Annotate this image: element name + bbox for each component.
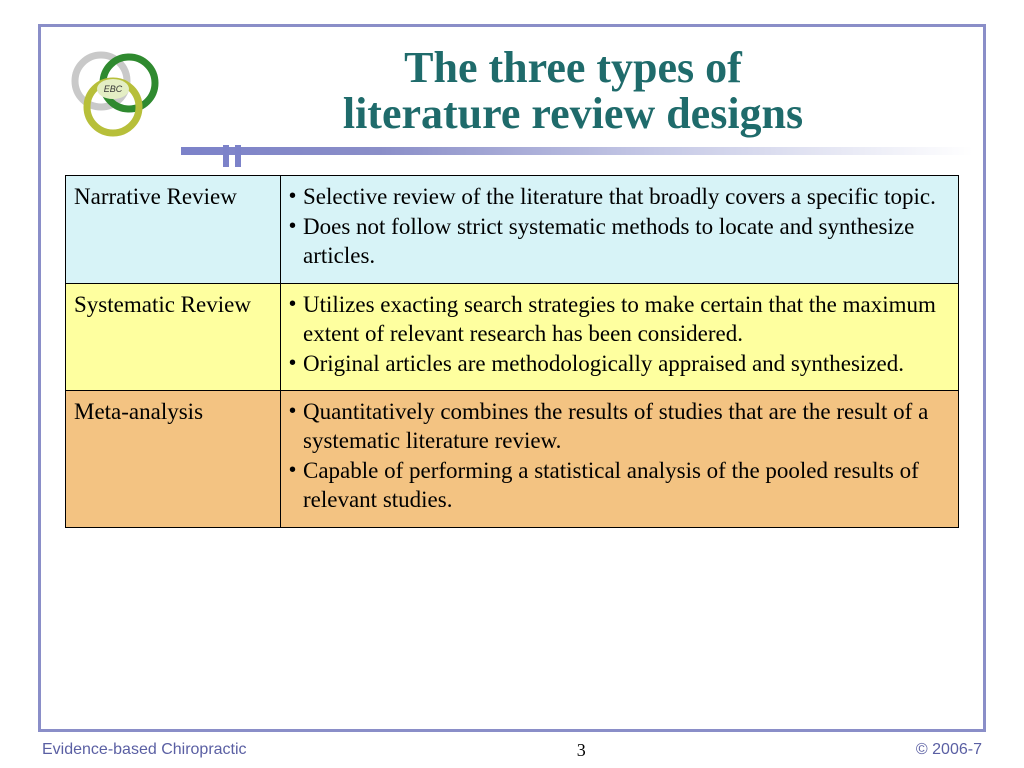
bullet-icon: • — [289, 397, 303, 456]
bullet-item: •Capable of performing a statistical ana… — [289, 456, 950, 515]
row-label: Meta-analysis — [66, 391, 281, 528]
bullet-text: Selective review of the literature that … — [303, 182, 950, 211]
title-line-1: The three types of — [404, 43, 742, 92]
footer-right: © 2006-7 — [916, 741, 982, 759]
bullet-item: •Does not follow strict systematic metho… — [289, 212, 950, 271]
title-line-2: literature review designs — [343, 89, 803, 138]
bullet-icon: • — [289, 456, 303, 515]
title-area: The three types of literature review des… — [187, 45, 959, 161]
slide-title: The three types of literature review des… — [187, 45, 959, 147]
footer-left: Evidence-based Chiropractic — [42, 741, 247, 759]
table-row: Systematic Review•Utilizes exacting sear… — [66, 283, 959, 390]
bullet-item: •Original articles are methodologically … — [289, 349, 950, 378]
row-description: •Quantitatively combines the results of … — [281, 391, 959, 528]
bullet-icon: • — [289, 182, 303, 211]
bullet-item: •Quantitatively combines the results of … — [289, 397, 950, 456]
row-description: •Utilizes exacting search strategies to … — [281, 283, 959, 390]
table-body: Narrative Review•Selective review of the… — [66, 176, 959, 527]
title-tick-2 — [235, 145, 241, 167]
title-underline — [181, 147, 973, 155]
bullet-text: Utilizes exacting search strategies to m… — [303, 290, 950, 349]
row-description: •Selective review of the literature that… — [281, 176, 959, 283]
bullet-text: Capable of performing a statistical anal… — [303, 456, 950, 515]
review-types-table: Narrative Review•Selective review of the… — [65, 175, 959, 527]
table-row: Meta-analysis•Quantitatively combines th… — [66, 391, 959, 528]
slide-header: EBC The three types of literature review… — [65, 45, 959, 161]
title-tick-1 — [223, 145, 229, 167]
svg-text:EBC: EBC — [104, 84, 123, 94]
row-label: Systematic Review — [66, 283, 281, 390]
page-number: 3 — [577, 740, 586, 761]
bullet-icon: • — [289, 290, 303, 349]
bullet-icon: • — [289, 212, 303, 271]
bullet-text: Does not follow strict systematic method… — [303, 212, 950, 271]
bullet-text: Quantitatively combines the results of s… — [303, 397, 950, 456]
row-label: Narrative Review — [66, 176, 281, 283]
ebc-logo: EBC — [65, 45, 175, 145]
slide-footer: Evidence-based Chiropractic 3 © 2006-7 — [38, 732, 986, 768]
bullet-item: •Selective review of the literature that… — [289, 182, 950, 211]
slide-frame: EBC The three types of literature review… — [38, 24, 986, 732]
bullet-icon: • — [289, 349, 303, 378]
bullet-item: •Utilizes exacting search strategies to … — [289, 290, 950, 349]
bullet-text: Original articles are methodologically a… — [303, 349, 950, 378]
table-row: Narrative Review•Selective review of the… — [66, 176, 959, 283]
